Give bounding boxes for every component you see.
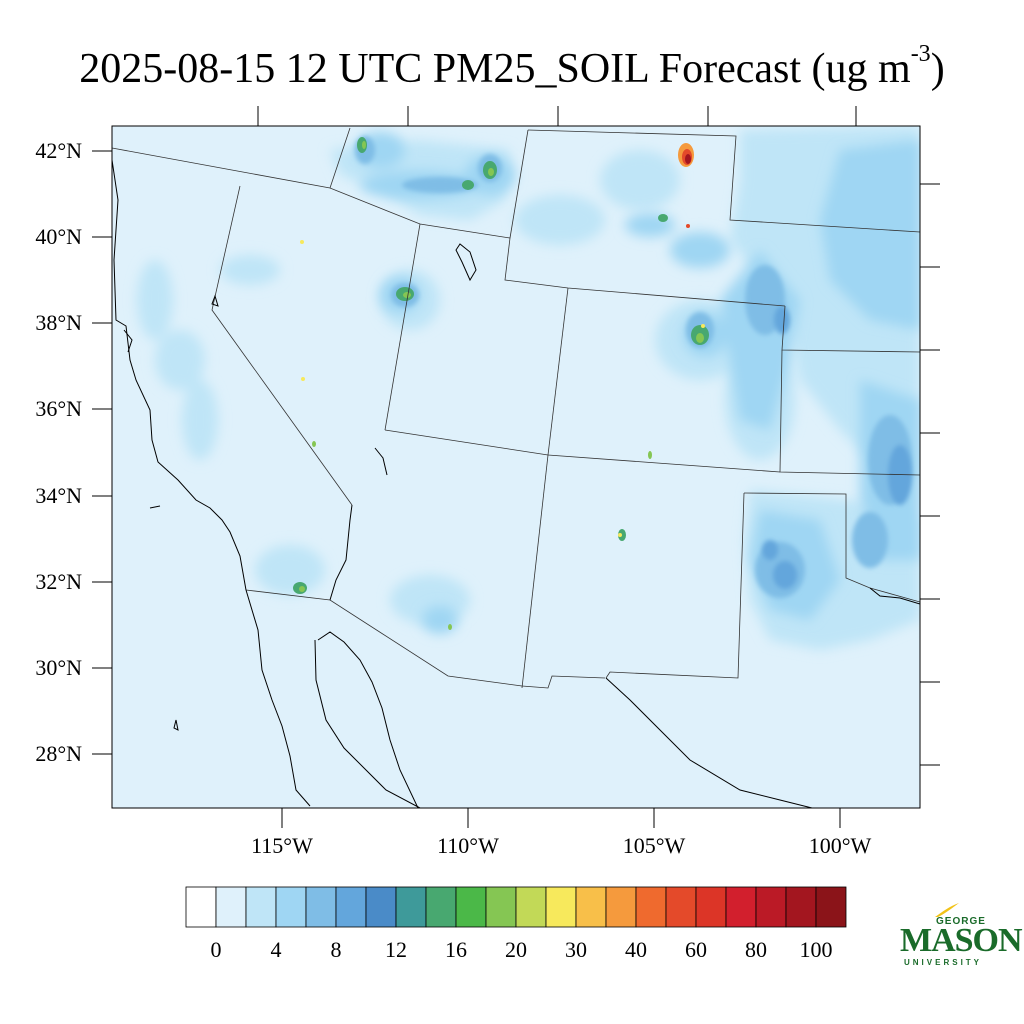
lon-label: 115°W <box>251 833 313 858</box>
map-title-units-exponent: -3 <box>910 41 931 67</box>
field-band-16-20 <box>299 141 704 630</box>
lon-label: 105°W <box>623 833 686 858</box>
lat-label: 40°N <box>35 224 82 249</box>
lat-label: 38°N <box>35 310 82 335</box>
map-title: 2025-08-15 12 UTC PM25_SOIL Forecast (ug… <box>0 30 1024 99</box>
colorbar-box <box>815 886 847 928</box>
colorbar-box <box>185 886 217 928</box>
lat-label: 28°N <box>35 741 82 766</box>
top-ticks <box>257 106 857 126</box>
logo-swoosh-icon <box>935 903 959 917</box>
colorbar-box <box>485 886 517 928</box>
colorbar <box>185 886 847 928</box>
lon-label: 100°W <box>809 833 872 858</box>
map-title-text: 2025-08-15 12 UTC PM25_SOIL Forecast (ug… <box>79 46 911 92</box>
lat-label: 34°N <box>35 483 82 508</box>
colorbar-box <box>305 886 337 928</box>
colorbar-box <box>395 886 427 928</box>
colorbar-box <box>785 886 817 928</box>
colorbar-label: 40 <box>625 937 647 962</box>
colorbar-labels: 0 4 8 12 16 20 30 40 60 80 100 <box>211 937 833 962</box>
colorbar-box <box>575 886 607 928</box>
concentration-field <box>112 126 920 808</box>
colorbar-box <box>695 886 727 928</box>
colorbar-label: 80 <box>745 937 767 962</box>
colorbar-box <box>215 886 247 928</box>
colorbar-box <box>425 886 457 928</box>
lat-label: 36°N <box>35 396 82 421</box>
colorbar-label: 60 <box>685 937 707 962</box>
field-band-20-30 <box>300 240 705 537</box>
colorbar-label: 30 <box>565 937 587 962</box>
colorbar-box <box>245 886 277 928</box>
colorbar-box <box>455 886 487 928</box>
colorbar-box <box>755 886 787 928</box>
colorbar-box <box>335 886 367 928</box>
george-mason-logo: GEORGE MASON UNIVERSITY <box>896 900 1023 970</box>
colorbar-label: 100 <box>800 937 833 962</box>
right-ticks <box>920 183 940 766</box>
colorbar-box <box>665 886 697 928</box>
left-ticks <box>92 150 112 755</box>
colorbar-box <box>605 886 637 928</box>
colorbar-label: 16 <box>445 937 467 962</box>
colorbar-box <box>725 886 757 928</box>
coastlines <box>112 159 920 808</box>
colorbar-label: 8 <box>331 937 342 962</box>
colorbar-label: 12 <box>385 937 407 962</box>
state-boundaries <box>112 127 920 689</box>
latitude-labels: 42°N 40°N 38°N 36°N 34°N 32°N 30°N 28°N <box>35 138 82 766</box>
colorbar-box <box>545 886 577 928</box>
lat-label: 30°N <box>35 655 82 680</box>
colorbar-label: 0 <box>211 937 222 962</box>
bottom-ticks <box>281 808 841 828</box>
logo-line-mason: MASON <box>900 922 1023 959</box>
colorbar-box <box>635 886 667 928</box>
longitude-labels: 115°W 110°W 105°W 100°W <box>251 833 871 858</box>
lat-label: 32°N <box>35 569 82 594</box>
field-hotspot-wyoming <box>678 143 694 228</box>
logo-line-george: GEORGE <box>936 916 986 927</box>
map-title-close: ) <box>930 46 945 92</box>
logo-line-university: UNIVERSITY <box>904 958 983 967</box>
colorbar-box <box>515 886 547 928</box>
colorbar-label: 20 <box>505 937 527 962</box>
colorbar-box <box>365 886 397 928</box>
colorbar-label: 4 <box>271 937 282 962</box>
field-band-8-12 <box>762 306 912 589</box>
lat-label: 42°N <box>35 138 82 163</box>
map-frame <box>111 125 921 809</box>
lon-label: 110°W <box>437 833 499 858</box>
colorbar-box <box>275 886 307 928</box>
